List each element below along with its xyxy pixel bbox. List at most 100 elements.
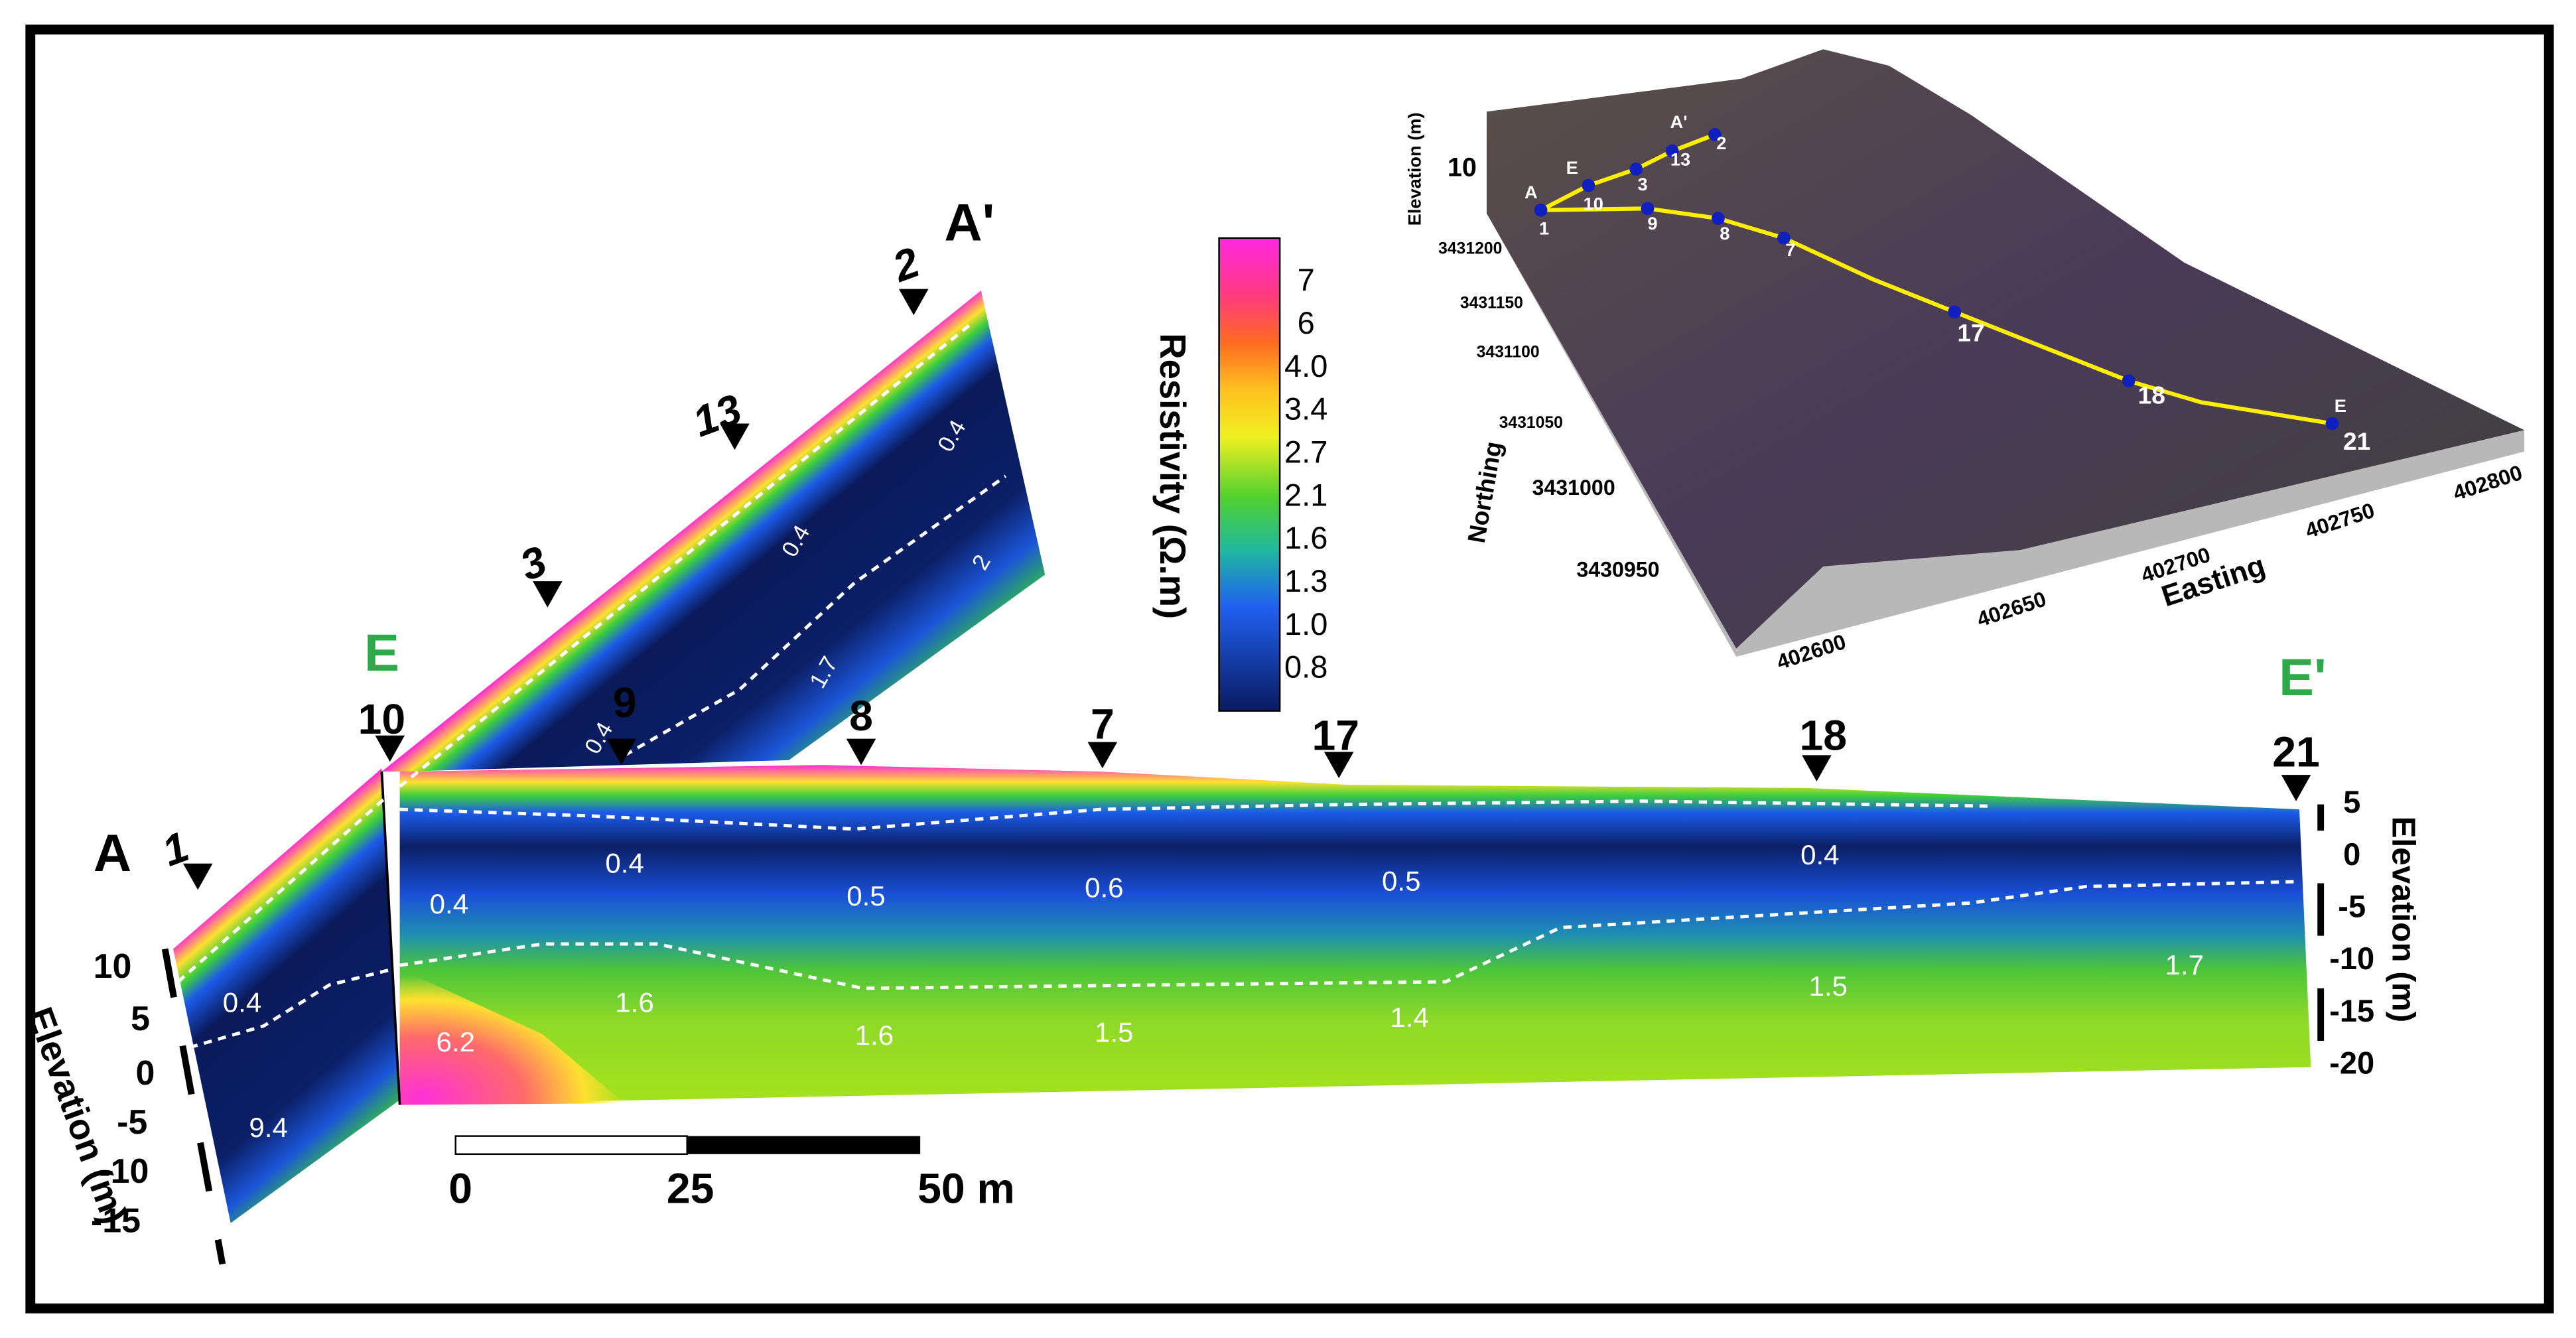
resistivity-value: 1.6 [615, 987, 653, 1018]
section-label: A' [944, 192, 994, 251]
map-tick: 3431100 [1477, 344, 1540, 362]
map-axis-title: Elevation (m) [1404, 112, 1425, 226]
map-station-label: 10 [1584, 194, 1603, 214]
colorbar-tick: 1.0 [1284, 606, 1327, 641]
station-marker [898, 289, 929, 316]
resistivity-value: 1.6 [855, 1020, 894, 1051]
station-label: 17 [1312, 712, 1359, 760]
resistivity-value: 1.7 [2165, 949, 2204, 980]
map-station [1629, 163, 1643, 176]
resistivity-value: 1.5 [1095, 1016, 1133, 1047]
map-station-label: 17 [1957, 319, 1984, 347]
map-station [1712, 212, 1725, 226]
map-tick: 3431150 [1460, 294, 1523, 312]
map-tick: 3431200 [1438, 240, 1502, 258]
resistivity-value: 0.4 [223, 987, 261, 1018]
resistivity-value: 1.5 [1808, 970, 1847, 1002]
elevation-tick: 5 [2343, 784, 2360, 819]
station-label: 18 [1800, 712, 1848, 760]
colorbar-tick: 0.8 [1284, 649, 1327, 685]
map-profile-label: A [1525, 182, 1538, 202]
map-station [2122, 374, 2135, 388]
colorbar-tick: 4.0 [1284, 348, 1327, 383]
map-station-label: 18 [2138, 381, 2165, 409]
station-marker [2281, 775, 2311, 801]
map-station [1708, 128, 1722, 141]
scale-tick: 50 m [917, 1165, 1015, 1213]
colorbar-tick: 6 [1298, 305, 1315, 340]
map-profile-label: A' [1670, 111, 1687, 132]
map-station-label: 3 [1637, 174, 1647, 194]
elevation-tick: -5 [2338, 888, 2366, 923]
resistivity-value: 0.5 [847, 880, 885, 911]
map-tick: 3431000 [1532, 476, 1615, 500]
map-station-label: 7 [1785, 239, 1795, 260]
station-marker [1802, 755, 1832, 782]
map-station [1534, 203, 1548, 217]
map-station [1665, 144, 1679, 158]
station-marker [606, 738, 636, 766]
elevation-tick: -15 [91, 1201, 141, 1240]
resistivity-value: 0.4 [1800, 839, 1839, 870]
map-profile-label: E [2335, 395, 2346, 416]
map-station [2325, 417, 2339, 431]
map-station-label: 8 [1720, 223, 1729, 243]
elevation-tick: -5 [117, 1103, 147, 1142]
section-label: A [94, 823, 131, 882]
map-station-label: 13 [1670, 149, 1690, 170]
boundary [624, 474, 1007, 757]
elevation-tick: 5 [131, 1000, 150, 1038]
colorbar-tick: 1.3 [1284, 563, 1327, 598]
map-station [1582, 178, 1595, 192]
station-label: 10 [358, 695, 406, 743]
boundary [176, 324, 971, 983]
terrain-surface [1486, 49, 2525, 649]
colorbar-tick: 7 [1298, 262, 1315, 297]
map-tick: 3431050 [1499, 414, 1563, 432]
station-marker [1323, 752, 1354, 779]
map-tick: 3430950 [1576, 558, 1659, 582]
resistivity-value: 0.4 [605, 847, 644, 878]
map-station-label: 21 [2343, 427, 2370, 455]
elevation-tick: -10 [2329, 941, 2374, 976]
elevation-tick: -10 [99, 1152, 149, 1191]
station-marker [182, 863, 213, 890]
colorbar-tick: 3.4 [1284, 391, 1327, 427]
boundary [399, 880, 2300, 990]
station-label: 7 [1091, 700, 1115, 748]
map-station [1777, 231, 1791, 245]
station-marker [846, 738, 876, 766]
section-join [380, 771, 401, 1105]
resistivity-value: 0.5 [1382, 866, 1420, 897]
station-label: 9 [613, 679, 637, 726]
station-marker [1087, 742, 1118, 769]
elevation-title: Elevation (m) [2385, 817, 2421, 1023]
map-station-label: 9 [1647, 213, 1657, 234]
station-label: 21 [2272, 728, 2320, 775]
high-resistivity-zone [399, 969, 625, 1105]
colorbar [1218, 237, 1281, 712]
map-stations [1534, 128, 2339, 431]
colorbar-tick: 2.1 [1284, 477, 1327, 512]
station-marker [720, 423, 750, 450]
scale-tick: 25 [667, 1165, 714, 1213]
elevation-tick: 0 [2343, 836, 2360, 872]
map-station-label: 1 [1539, 218, 1549, 239]
resistivity-value: 0.6 [1085, 872, 1123, 903]
boundaries [176, 324, 2300, 1049]
map-station [1641, 202, 1655, 216]
station-marker [533, 581, 563, 608]
colorbar-tick: 2.7 [1284, 434, 1327, 469]
scale-tick: 0 [448, 1165, 472, 1213]
scale-bar-white [454, 1135, 688, 1156]
section-label: E' [2279, 647, 2327, 706]
map-profile-label: E [1566, 157, 1578, 178]
profile-line [1540, 206, 2333, 426]
resistivity-value: 9.4 [249, 1112, 287, 1143]
resistivity-value: 1.4 [1390, 1002, 1428, 1033]
station-marker [375, 735, 405, 762]
map-station [1948, 305, 1962, 319]
boundary [399, 799, 1988, 831]
section-e-e-prime [399, 765, 2311, 1105]
